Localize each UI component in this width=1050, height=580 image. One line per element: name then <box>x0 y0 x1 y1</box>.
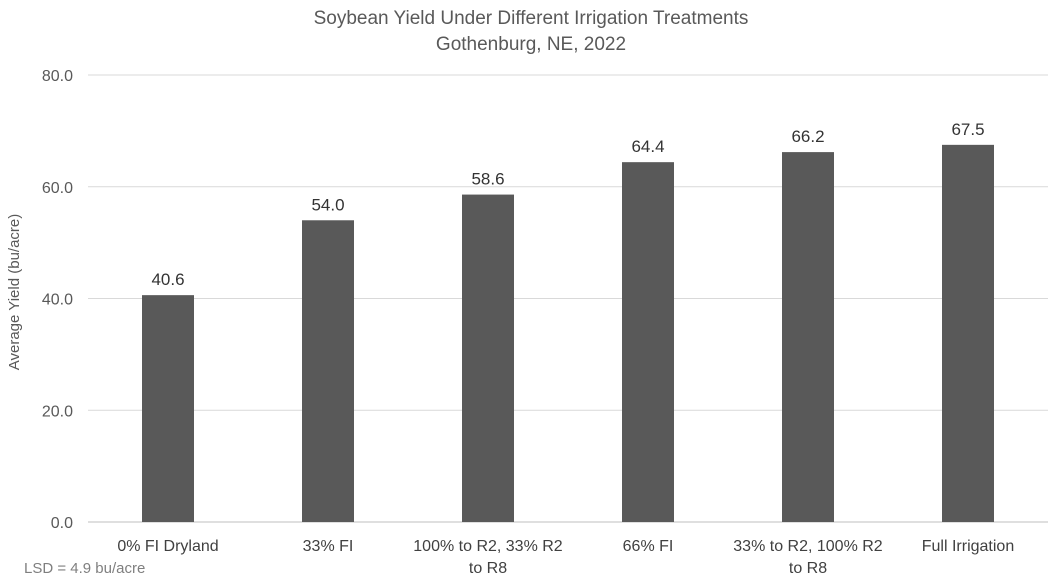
y-tick-label: 0.0 <box>51 515 73 532</box>
data-label: 58.6 <box>471 170 504 189</box>
y-axis-ticks: 0.0 20.0 40.0 60.0 80.0 <box>42 68 73 532</box>
y-tick-label: 80.0 <box>42 68 73 85</box>
y-tick-label: 40.0 <box>42 292 73 309</box>
data-label: 40.6 <box>151 270 184 289</box>
x-tick-label: Full Irrigation <box>922 538 1014 555</box>
data-label: 67.5 <box>951 120 984 139</box>
data-labels: 40.6 54.0 58.6 64.4 66.2 67.5 <box>151 120 984 289</box>
x-tick-label: 100% to R2, 33% R2 <box>413 538 563 555</box>
chart-title: Soybean Yield Under Different Irrigation… <box>314 8 749 29</box>
x-axis-categories: 0% FI Dryland 33% FI 100% to R2, 33% R2 to … <box>117 538 1014 577</box>
data-label: 64.4 <box>631 137 664 156</box>
gridlines <box>88 74 1048 523</box>
y-axis-title: Average Yield (bu/acre) <box>6 214 23 370</box>
y-tick-label: 20.0 <box>42 403 73 420</box>
bar <box>302 220 354 522</box>
x-tick-label: 66% FI <box>623 538 674 555</box>
bar <box>622 162 674 523</box>
data-label: 66.2 <box>791 127 824 146</box>
x-tick-label: to R8 <box>469 560 507 577</box>
bar <box>782 152 834 523</box>
bar <box>142 295 194 522</box>
y-tick-label: 60.0 <box>42 180 73 197</box>
x-tick-label: 33% FI <box>303 538 354 555</box>
bar <box>942 144 994 522</box>
lsd-annotation: LSD = 4.9 bu/acre <box>24 560 145 577</box>
data-label: 54.0 <box>311 195 344 214</box>
x-tick-label: 0% FI Dryland <box>117 538 218 555</box>
x-tick-label: 33% to R2, 100% R2 <box>733 538 883 555</box>
bars <box>142 144 994 523</box>
bar <box>462 194 514 522</box>
x-tick-label: to R8 <box>789 560 827 577</box>
chart-subtitle: Gothenburg, NE, 2022 <box>436 34 626 55</box>
